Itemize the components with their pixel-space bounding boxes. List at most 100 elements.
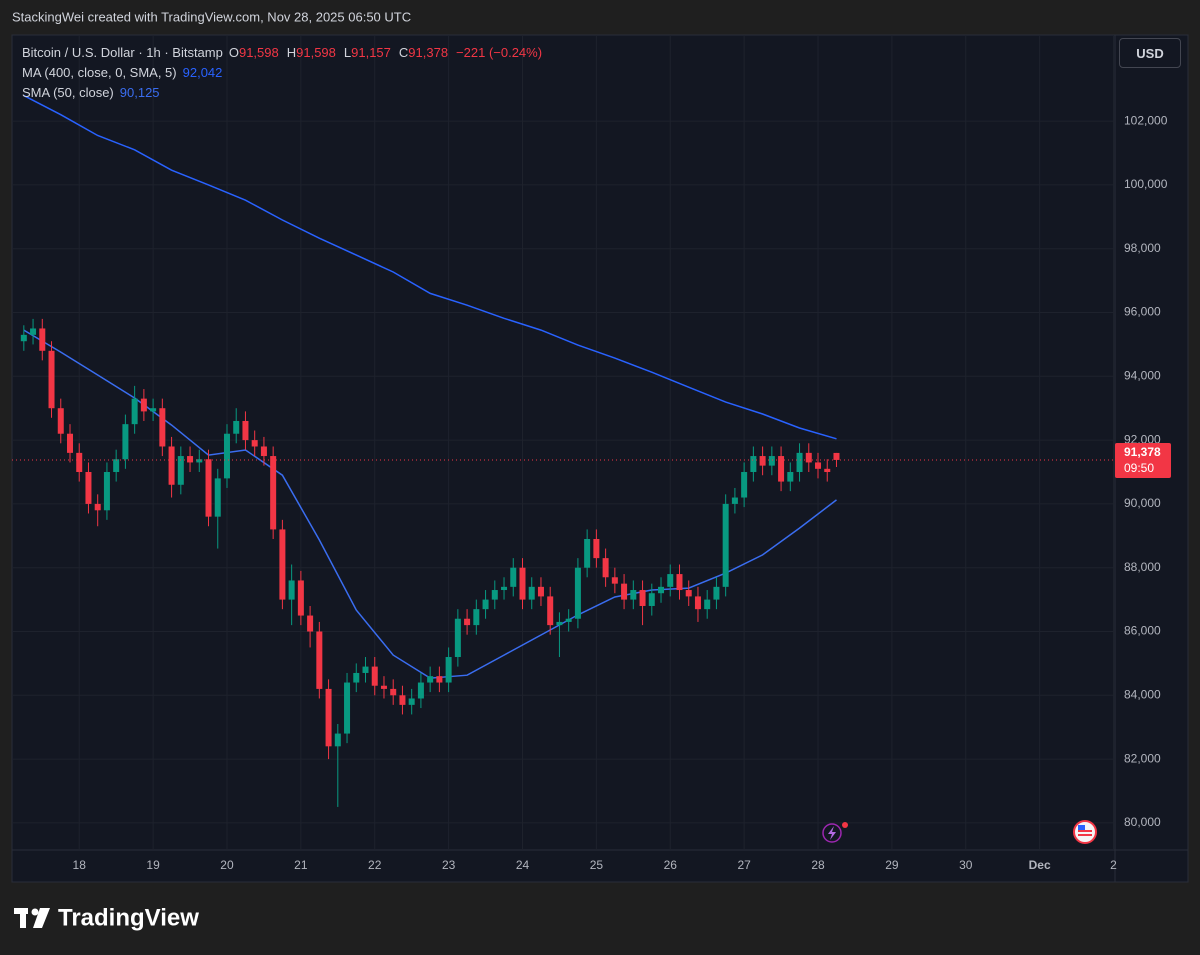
ohlc-value: 91,598	[296, 45, 336, 60]
x-tick-label: Dec	[1029, 858, 1051, 872]
candle-body	[482, 599, 489, 610]
candle-body	[316, 631, 323, 689]
candle-body	[270, 456, 277, 530]
candle-body	[85, 472, 92, 504]
flag-icon	[1073, 820, 1097, 844]
candle-body	[196, 459, 203, 463]
x-tick-label: 25	[590, 858, 604, 872]
ohlc-value: 91,157	[351, 45, 391, 60]
candle-body	[805, 452, 812, 463]
currency-button[interactable]: USD	[1119, 38, 1181, 68]
logo-dot	[31, 908, 39, 916]
candle-body	[473, 609, 480, 626]
icon-bolt	[828, 826, 836, 840]
candle-body	[103, 472, 110, 511]
candle-body	[57, 408, 64, 434]
candle-body	[584, 538, 591, 568]
x-tick-label: 29	[885, 858, 899, 872]
candle-body	[140, 398, 147, 412]
x-tick-label: 20	[220, 858, 234, 872]
candle-body	[380, 685, 387, 689]
candle-body	[399, 695, 406, 705]
icon-dot	[842, 822, 848, 828]
ma-line	[23, 94, 837, 440]
ohlc-key: L	[343, 45, 352, 60]
x-tick-label: 18	[73, 858, 87, 872]
x-tick-label: 22	[368, 858, 382, 872]
candle-body	[371, 666, 378, 686]
ohlc-key: O	[228, 45, 239, 60]
y-tick-label: 80,000	[1124, 815, 1161, 829]
last-price-tag	[1115, 442, 1171, 478]
candle-body	[667, 574, 674, 587]
ohlc-key: C	[398, 45, 409, 60]
candle-body	[676, 574, 683, 591]
candle-body	[177, 456, 184, 485]
candle-body	[722, 503, 729, 587]
candle-body	[556, 621, 563, 626]
chart-frame	[11, 34, 1189, 883]
y-tick-label: 90,000	[1124, 496, 1161, 510]
candle-body	[30, 328, 37, 335]
candle-body	[436, 676, 443, 683]
candle-body	[353, 672, 360, 683]
candle-body	[528, 586, 535, 600]
y-tick-label: 94,000	[1124, 368, 1161, 382]
candle-body	[648, 593, 655, 606]
icon-ring	[822, 823, 842, 843]
ohlc-item: H91,598	[287, 43, 338, 63]
candle-body	[113, 459, 120, 473]
candle-body	[39, 328, 46, 351]
candle-body	[94, 503, 101, 511]
x-tick-label: 21	[294, 858, 308, 872]
indicator-value: 90,125	[119, 85, 160, 100]
candle-body	[168, 446, 175, 485]
candle-body	[344, 682, 351, 734]
candle-body	[713, 586, 720, 600]
candle-body	[833, 452, 840, 460]
assistant-icon	[822, 822, 848, 843]
y-tick-label: 88,000	[1124, 560, 1161, 574]
y-tick-label: 84,000	[1124, 687, 1161, 701]
candle-body	[427, 676, 434, 683]
indicator-name: SMA (50, close)	[22, 85, 114, 100]
symbol-row: Bitcoin / U.S. Dollar · 1h · Bitstamp O9…	[22, 43, 542, 63]
candle-body	[150, 408, 157, 412]
candle-body	[491, 590, 498, 600]
candle-body	[454, 618, 461, 658]
candle-body	[307, 615, 314, 632]
candle-body	[417, 682, 424, 699]
x-tick-label: 27	[737, 858, 751, 872]
logo-slash	[33, 908, 50, 928]
candle-body	[565, 618, 572, 622]
candle-body	[510, 567, 517, 587]
x-tick-label: 23	[442, 858, 456, 872]
candle-body	[214, 478, 221, 517]
x-tick-label: 24	[516, 858, 530, 872]
candle-body	[787, 472, 794, 482]
candle-body	[501, 586, 508, 591]
candle-body	[639, 590, 646, 606]
legend: Bitcoin / U.S. Dollar · 1h · Bitstamp O9…	[22, 43, 542, 103]
candle-body	[20, 334, 27, 342]
candle-body	[233, 420, 240, 434]
candle-body	[242, 420, 249, 441]
candle-body	[694, 596, 701, 610]
candle-body	[593, 538, 600, 559]
candle-body	[325, 688, 332, 747]
indicator-row: MA (400, close, 0, SMA, 5) 92,042	[22, 63, 542, 83]
candle-body	[362, 666, 369, 673]
candle-body	[759, 456, 766, 466]
y-tick-label: 96,000	[1124, 305, 1161, 319]
candle-body	[48, 350, 55, 409]
attribution: StackingWei created with TradingView.com…	[12, 9, 411, 24]
candle-body	[750, 456, 757, 473]
candle-body	[658, 586, 665, 594]
candle-body	[824, 468, 831, 473]
candle-body	[408, 698, 415, 705]
candle-body	[621, 583, 628, 600]
y-tick-label: 100,000	[1124, 177, 1168, 191]
candle-body	[122, 424, 129, 460]
candle-body	[159, 408, 166, 447]
